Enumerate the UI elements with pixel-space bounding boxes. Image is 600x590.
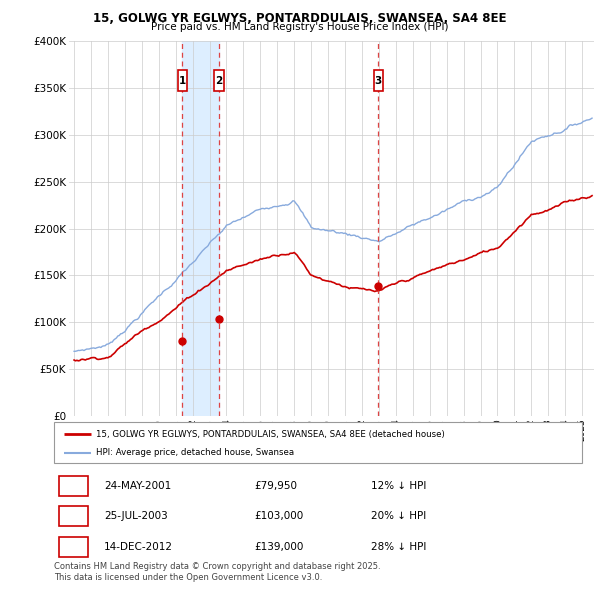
Text: 2: 2 (70, 512, 77, 522)
Text: 15, GOLWG YR EGLWYS, PONTARDDULAIS, SWANSEA, SA4 8EE (detached house): 15, GOLWG YR EGLWYS, PONTARDDULAIS, SWAN… (96, 430, 445, 439)
Text: 20% ↓ HPI: 20% ↓ HPI (371, 512, 426, 522)
Text: 14-DEC-2012: 14-DEC-2012 (104, 542, 173, 552)
Text: 28% ↓ HPI: 28% ↓ HPI (371, 542, 426, 552)
Bar (182, 41, 219, 416)
Text: £79,950: £79,950 (254, 481, 298, 491)
FancyBboxPatch shape (214, 70, 224, 91)
Text: 1: 1 (179, 76, 186, 86)
Text: HPI: Average price, detached house, Swansea: HPI: Average price, detached house, Swan… (96, 448, 295, 457)
Text: 24-MAY-2001: 24-MAY-2001 (104, 481, 172, 491)
Text: Price paid vs. HM Land Registry's House Price Index (HPI): Price paid vs. HM Land Registry's House … (151, 22, 449, 32)
FancyBboxPatch shape (59, 536, 88, 556)
Text: 2: 2 (215, 76, 223, 86)
Text: Contains HM Land Registry data © Crown copyright and database right 2025.
This d: Contains HM Land Registry data © Crown c… (54, 562, 380, 582)
Text: £139,000: £139,000 (254, 542, 304, 552)
Text: £103,000: £103,000 (254, 512, 304, 522)
FancyBboxPatch shape (59, 506, 88, 526)
Text: 3: 3 (70, 542, 77, 552)
Text: 1: 1 (70, 481, 77, 491)
FancyBboxPatch shape (178, 70, 187, 91)
FancyBboxPatch shape (374, 70, 383, 91)
FancyBboxPatch shape (59, 476, 88, 496)
Text: 12% ↓ HPI: 12% ↓ HPI (371, 481, 426, 491)
Text: 15, GOLWG YR EGLWYS, PONTARDDULAIS, SWANSEA, SA4 8EE: 15, GOLWG YR EGLWYS, PONTARDDULAIS, SWAN… (93, 12, 507, 25)
Text: 3: 3 (374, 76, 382, 86)
Text: 25-JUL-2003: 25-JUL-2003 (104, 512, 168, 522)
